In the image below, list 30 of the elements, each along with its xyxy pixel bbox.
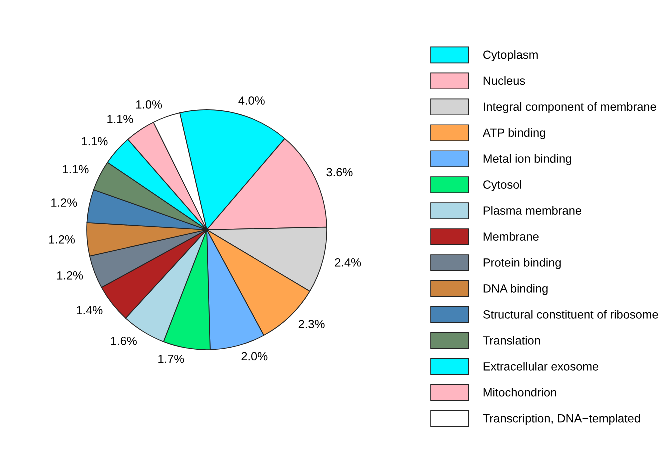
data-label: 1.6%	[111, 336, 137, 346]
legend-label: Metal ion binding	[484, 154, 572, 166]
data-label: 1.7%	[158, 354, 184, 364]
legend-label: Transcription, DNA−templated	[483, 414, 640, 426]
data-label: 1.0%	[136, 100, 162, 109]
legend-label: Plasma membrane	[484, 206, 582, 215]
data-label: 2.3%	[298, 320, 325, 328]
legend-label: Mitochondrion	[484, 388, 556, 397]
legend-label: Integral component of membrane	[484, 102, 656, 114]
data-label: 2.0%	[242, 352, 268, 361]
legend-label: Protein binding	[484, 258, 561, 270]
data-label: 2.4%	[335, 258, 362, 267]
legend-label: Cytosol	[484, 180, 522, 192]
legend-label: Extracellular exosome	[484, 362, 599, 371]
legend-label: DNA binding	[484, 284, 548, 296]
data-label: 3.6%	[326, 168, 353, 177]
data-label: 4.0%	[238, 96, 265, 105]
legend-label: ATP binding	[482, 128, 546, 140]
data-label: 1.2%	[49, 235, 76, 244]
data-label: 1.1%	[82, 137, 108, 146]
legend-label: Nucleus	[484, 76, 526, 86]
legend-label: Structural constituent of ribosome	[483, 310, 658, 319]
data-label: 1.4%	[77, 306, 103, 315]
legend-label: Membrane	[484, 232, 539, 241]
legend-label: Cytoplasm	[484, 50, 538, 62]
data-label: 1.1%	[108, 115, 134, 124]
data-label: 1.2%	[52, 198, 78, 207]
legend-label: Translation	[483, 336, 540, 345]
data-label: 1.2%	[58, 271, 84, 280]
data-label: 1.1%	[63, 165, 89, 174]
